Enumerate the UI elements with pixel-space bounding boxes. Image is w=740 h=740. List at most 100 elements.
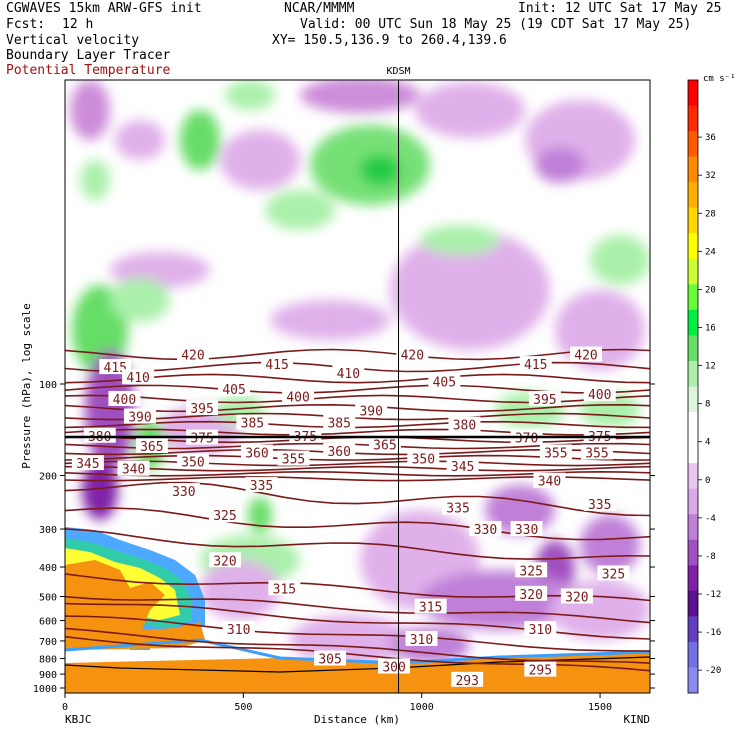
theta-label: 420 (401, 349, 424, 364)
colorbar-label: 8 (705, 400, 710, 410)
theta-contour (65, 460, 650, 467)
theta-contour (65, 373, 650, 384)
theta-label-bg (580, 444, 613, 460)
theta-contour (65, 528, 650, 560)
x-tick-label: 1500 (588, 702, 612, 713)
theta-label-bg (583, 427, 616, 443)
colorbar-label: -4 (705, 514, 716, 524)
theta-contour (65, 573, 650, 602)
theta-label-bg (208, 552, 241, 568)
theta-label: 330 (515, 523, 538, 538)
colorbar-swatch (688, 182, 698, 209)
x-tick-label: 500 (234, 702, 252, 713)
theta-label: 380 (453, 419, 476, 434)
theta-label-bg (108, 390, 141, 406)
theta-label: 293 (455, 674, 478, 689)
theta-contour (65, 507, 650, 541)
theta-label-bg (570, 346, 603, 362)
y-axis-label: Pressure (hPa), log scale (20, 303, 33, 469)
theta-contour (65, 465, 650, 472)
colorbar-swatch (688, 437, 698, 464)
colorbar-swatch (688, 565, 698, 592)
colorbar-swatch (688, 386, 698, 413)
theta-label-bg (510, 521, 543, 537)
theta-label: 420 (181, 349, 204, 364)
theta-label-bg (515, 562, 548, 578)
y-tick-label: 200 (39, 472, 57, 483)
theta-label: 335 (446, 502, 469, 517)
y-tick-label: 800 (39, 655, 57, 666)
header-fcst-value: 12 h (62, 17, 94, 32)
theta-label-bg (123, 408, 156, 424)
y-tick-label: 300 (39, 525, 57, 536)
colorbar-swatch (688, 539, 698, 566)
theta-label: 310 (227, 623, 250, 638)
theta-label-bg (583, 386, 616, 402)
colorbar-swatch (688, 616, 698, 643)
header-xy: XY= 150.5,136.9 to 260.4,139.6 (272, 33, 507, 48)
y-tick-label: 100 (39, 380, 57, 391)
theta-label: 310 (529, 623, 552, 638)
theta-label: 325 (519, 564, 542, 579)
theta-label: 360 (245, 446, 268, 461)
colorbar-swatch (688, 131, 698, 158)
theta-label-bg (451, 671, 484, 687)
theta-label-bg (261, 356, 294, 372)
theta-label: 405 (433, 375, 456, 390)
theta-label: 355 (544, 446, 567, 461)
theta-label: 295 (529, 664, 552, 679)
colorbar-swatch (688, 80, 698, 106)
theta-label: 370 (515, 432, 538, 447)
colorbar-swatch (688, 233, 698, 260)
right-station-label: KIND (624, 713, 651, 726)
y-tick-label: 500 (39, 592, 57, 603)
colorbar-label: -8 (705, 552, 716, 562)
theta-label: 355 (585, 446, 608, 461)
theta-label: 405 (222, 383, 245, 398)
y-tick-label: 700 (39, 637, 57, 648)
theta-label-bg (282, 388, 315, 404)
theta-label: 410 (337, 367, 360, 382)
colorbar-label: -12 (705, 590, 721, 600)
y-tick-label: 400 (39, 563, 57, 574)
theta-label: 350 (181, 456, 204, 471)
theta-label-bg (528, 390, 561, 406)
theta-label: 325 (602, 567, 625, 582)
theta-contour (65, 420, 650, 429)
header-field-2: Boundary Layer Tracer (6, 48, 171, 63)
header-fcst-label: Fcst: (6, 17, 46, 32)
theta-label-bg (208, 507, 241, 523)
colorbar-label: 28 (705, 209, 716, 219)
theta-label-bg (597, 565, 630, 581)
theta-label: 415 (265, 358, 288, 373)
theta-label-bg (245, 477, 278, 493)
theta-label: 415 (524, 358, 547, 373)
theta-label-bg (414, 598, 447, 614)
theta-label-bg (428, 373, 461, 389)
colorbar-swatch (688, 207, 698, 234)
theta-label: 320 (565, 590, 588, 605)
theta-label: 390 (128, 411, 151, 426)
colorbar-swatch (688, 156, 698, 183)
theta-label: 330 (172, 485, 195, 500)
colorbar-label: 0 (705, 476, 710, 486)
colorbar-swatch (688, 641, 698, 668)
theta-label-bg (222, 621, 255, 637)
theta-contour (65, 428, 650, 436)
theta-label-bg (268, 580, 301, 596)
theta-label-bg (176, 346, 209, 362)
theta-label: 350 (412, 453, 435, 468)
theta-label-bg (71, 455, 104, 471)
theta-label-bg (378, 658, 411, 674)
theta-label: 315 (273, 582, 296, 597)
y-axis: 100 200 300 400 500 600 700 800 900 1000 (33, 380, 655, 695)
theta-label: 330 (474, 523, 497, 538)
y-tick-label: 900 (39, 670, 57, 681)
theta-label: 365 (140, 440, 163, 455)
colorbar-swatch (688, 590, 698, 617)
theta-label-bg (167, 483, 200, 499)
theta-label-bg (83, 427, 116, 443)
theta-label: 340 (122, 463, 145, 478)
header-valid: Valid: 00 UTC Sun 18 May 25 (19 CDT Sat … (300, 17, 692, 32)
theta-label-bg (539, 444, 572, 460)
